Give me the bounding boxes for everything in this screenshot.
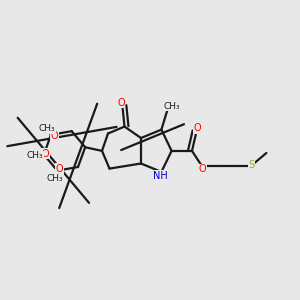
Text: S: S [249,160,255,170]
Text: CH₃: CH₃ [39,124,56,133]
Text: CH₃: CH₃ [163,102,180,111]
Text: O: O [51,131,58,142]
Text: O: O [117,98,125,108]
Text: O: O [194,123,202,134]
Text: CH₃: CH₃ [27,151,43,160]
Text: CH₃: CH₃ [47,174,64,183]
Text: O: O [199,164,207,175]
Text: O: O [56,164,63,173]
Text: O: O [42,148,50,159]
Text: NH: NH [153,171,168,181]
